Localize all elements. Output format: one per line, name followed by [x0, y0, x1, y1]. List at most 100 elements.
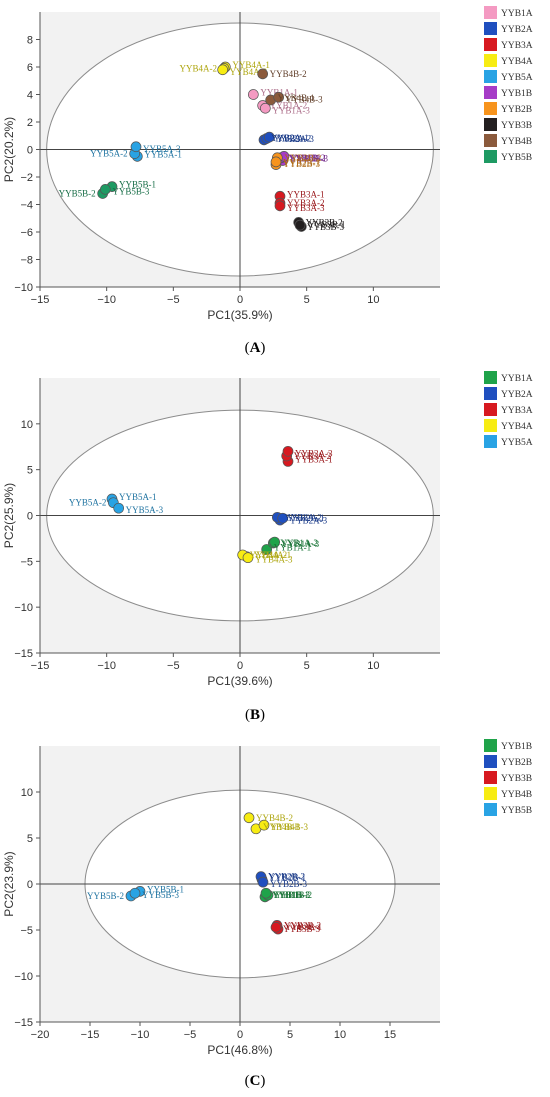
chart-a-y-tick-label: 0: [27, 145, 33, 157]
chart-a-x-tick-label: 0: [237, 294, 243, 306]
chart-a-legend-entry: YYB1A: [501, 9, 533, 19]
chart-c-legend-swatch: [484, 771, 497, 784]
chart-b-point-yyb4a-3: [242, 552, 254, 564]
chart-c-x-tick-label: −20: [31, 1029, 50, 1041]
chart-a-point-label: YYB1B-2: [288, 153, 325, 163]
chart-b-x-tick-label: 5: [304, 660, 310, 672]
chart-a-point-label: YYB5A-3: [143, 144, 181, 154]
chart-c-point-label: YYB2B-1: [269, 872, 306, 882]
chart-b-point-label: YYB2A-2: [284, 512, 322, 522]
chart-b-legend-entry: YYB3A: [501, 406, 533, 416]
chart-c-legend-entry: YYB1B: [501, 742, 532, 752]
chart-b-legend: YYB1A YYB2A YYB3A YYB4A YYB5A: [484, 371, 533, 448]
chart-a-legend-entry: YYB5A: [501, 73, 533, 83]
chart-b-x-tick-label: −10: [97, 660, 116, 672]
chart-a-x-tick-label: −10: [97, 294, 116, 306]
chart-a-legend-swatch: [484, 6, 497, 19]
chart-a-point-label: YYB4A-1: [232, 60, 269, 70]
chart-c-legend-entry: YYB2B: [501, 758, 532, 768]
chart-a-y-tick-label: −8: [20, 255, 33, 267]
chart-a-series-yyb4a: YYB4A-1 YYB4A-2 YYB4A-3: [180, 60, 270, 77]
chart-a-point-label: YYB3B-1: [308, 220, 345, 230]
chart-a-point-label: YYB2A-1: [271, 133, 309, 143]
chart-a-point-label: YYB2B-2: [284, 153, 321, 163]
chart-a-y-tick-label: −10: [14, 282, 33, 294]
chart-a-y-tick-label: 4: [27, 90, 33, 102]
chart-b-y-axis-title: PC2(25.9%): [2, 483, 16, 548]
chart-b-point-label: YYB1A-1: [274, 542, 312, 552]
chart-a-y-tick-label: 8: [27, 35, 33, 47]
chart-a-point-label: YYB3B-3: [307, 222, 345, 232]
chart-b-point-yyb5a-3: [113, 502, 125, 514]
chart-c-point-yyb3b-3: [270, 921, 282, 933]
chart-a-point-label: YYB1B-1: [290, 154, 327, 164]
panel-a: −15 −10 −5 0 5 10 −10 −8 −6 −4 −2 0 2 4 6 8 PC1(35.9%) PC…: [0, 0, 550, 365]
chart-c-point-yyb1b-3: [260, 887, 272, 899]
chart-a-point-yyb4b-2: [257, 68, 269, 80]
chart-a-point-yyb2a-3: [263, 131, 275, 143]
chart-b-y-tick-label: 5: [27, 465, 33, 477]
chart-a-legend-swatch: [484, 134, 497, 147]
chart-b-legend-entry: YYB2A: [501, 390, 533, 400]
chart-c-y-tick-label: −10: [14, 971, 33, 983]
chart-a-legend-entry: YYB3A: [501, 41, 533, 51]
chart-c-legend-swatch: [484, 803, 497, 816]
chart-b-point-label: YYB2A-3: [290, 515, 328, 525]
chart-a-legend-entry: YYB2A: [501, 25, 533, 35]
chart-a-x-tick-label: 5: [304, 294, 310, 306]
chart-c-y-tick-label: −15: [14, 1017, 33, 1029]
chart-c-x-tick-label: 10: [334, 1029, 346, 1041]
chart-c-point-label: YYB4B-3: [271, 822, 309, 832]
chart-b-x-tick-label: −5: [167, 660, 180, 672]
chart-c-legend-swatch: [484, 787, 497, 800]
chart-b-y-tick-label: 0: [27, 511, 33, 523]
chart-c-x-axis-title: PC1(46.8%): [207, 1043, 272, 1057]
chart-a-legend-entry: YYB1B: [501, 89, 532, 99]
chart-b-panel-label: (B): [245, 707, 265, 723]
chart-a-point-label: YYB4B-2: [270, 69, 307, 79]
pca-scatter-chart-c: −20 −15 −10 −5 0 5 10 15−15−10−50510PC1(46.8%)P…: [2, 739, 532, 1089]
chart-b-point-label: YYB4A-3: [255, 555, 293, 565]
chart-a-point-label: YYB2A-2: [274, 134, 312, 144]
chart-b-legend-entry: YYB1A: [501, 374, 533, 384]
chart-a-series-yyb5b: YYB5B-1 YYB5B-2 YYB5B-3: [59, 180, 156, 199]
chart-c-y-tick-label: 10: [21, 787, 33, 799]
chart-a-point-label: YYB3B-2: [306, 217, 343, 227]
chart-a-legend: YYB1A YYB2A YYB3A YYB4A YYB5A YYB1B YYB2B YYB3B…: [484, 6, 533, 163]
chart-b-x-axis-title: PC1(39.6%): [207, 674, 272, 688]
chart-a-point-label: YYB3A-3: [287, 203, 325, 213]
chart-c-point-yyb2b-3: [257, 876, 269, 888]
chart-c-legend: YYB1B YYB2B YYB3B YYB4B YYB5B: [484, 739, 532, 816]
chart-a-point-yyb4b-3: [273, 91, 285, 103]
chart-a-point-yyb3a-3: [274, 200, 286, 212]
chart-a-panel-label: (A): [245, 340, 266, 356]
pca-scatter-chart-b: −15 −10 −5 0 5 10 −15 −10 −5 0 5 10 PC1(39.6%) PC2(25…: [2, 371, 533, 723]
chart-a-point-label: YYB1A-2: [270, 101, 308, 111]
chart-c-y-tick-label: −5: [20, 925, 33, 937]
chart-c-y-axis-title: PC2(23.9%): [2, 851, 16, 916]
chart-a-point-label: YYB4A-2: [180, 63, 218, 73]
chart-b-x-tick-label: 0: [237, 660, 243, 672]
chart-b-y-tick-label: −10: [14, 602, 33, 614]
chart-a-x-tick-label: −5: [167, 294, 180, 306]
chart-c-series-yyb5b: YYB5B-1 YYB5B-2 YYB5B-3: [87, 884, 184, 902]
chart-c-point-label: YYB5B-1: [147, 884, 184, 894]
chart-a-point-label: YYB4B-3: [286, 94, 324, 104]
chart-a-legend-entry: YYB5B: [501, 153, 532, 163]
chart-a-y-tick-label: −2: [20, 172, 33, 184]
chart-a-point-label: YYB5A-2: [90, 149, 128, 159]
chart-b-legend-swatch: [484, 371, 497, 384]
chart-a-point-yyb4a-3: [217, 64, 229, 76]
chart-a-legend-swatch: [484, 86, 497, 99]
chart-c-x-tick-label: 0: [237, 1029, 243, 1041]
chart-b-point-yyb3a-3: [282, 445, 294, 457]
pca-scatter-chart-a: −15 −10 −5 0 5 10−10−8−6−4−202468PC1(35.9%)PC…: [2, 6, 533, 356]
chart-b-x-tick-label: −15: [31, 660, 50, 672]
chart-c-y-tick-label: 5: [27, 833, 33, 845]
chart-c-x-tick-label: −10: [131, 1029, 150, 1041]
